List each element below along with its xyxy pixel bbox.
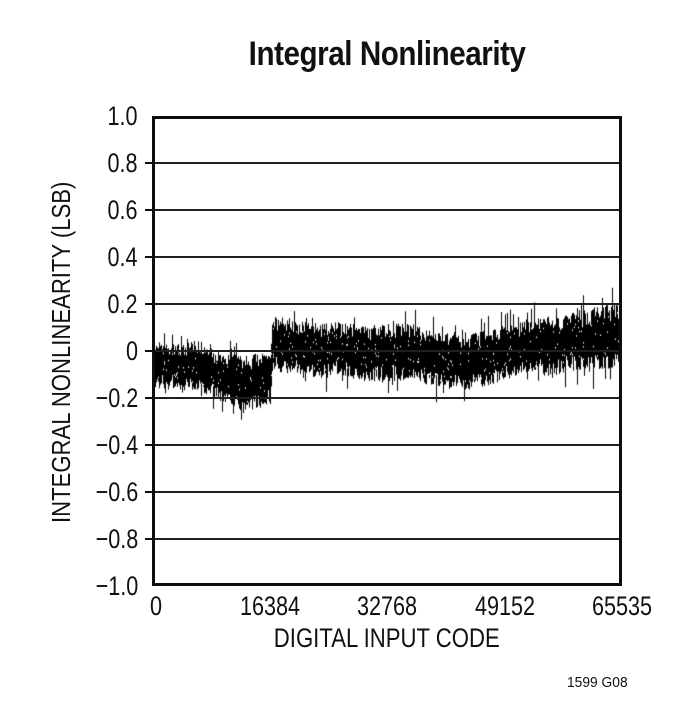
chart-title: Integral Nonlinearity: [152, 34, 622, 74]
y-tick-label-text: 0.6: [107, 195, 138, 225]
y-tick-mark: [145, 256, 152, 258]
x-axis-title-text: DIGITAL INPUT CODE: [274, 623, 500, 653]
gridline-y-−0.4: [155, 444, 619, 446]
gridline-y-−0.6: [155, 491, 619, 493]
gridline-y-−0.8: [155, 538, 619, 540]
x-tick-label-16384: 16384: [232, 591, 307, 621]
y-tick-label-text: −1.0: [95, 571, 138, 601]
figure-number-text: 1599 G08: [567, 674, 628, 691]
y-tick-label-−1.0: −1.0: [34, 571, 138, 601]
gridline-y-0.2: [155, 303, 619, 305]
x-tick-label-0: 0: [150, 591, 165, 621]
y-tick-label-−0.6: −0.6: [34, 477, 138, 507]
y-tick-mark: [145, 303, 152, 305]
y-tick-label-text: −0.4: [95, 430, 138, 460]
x-tick-label-65535: 65535: [584, 591, 659, 621]
gridline-y-0.4: [155, 256, 619, 258]
y-tick-label-0.4: 0.4: [34, 242, 138, 272]
plot-area: [152, 116, 622, 586]
y-tick-label-0.6: 0.6: [34, 195, 138, 225]
x-tick-label-text: 65535: [591, 591, 653, 621]
y-tick-label-−0.8: −0.8: [34, 524, 138, 554]
gridline-y-0.8: [155, 162, 619, 164]
y-tick-mark: [145, 162, 152, 164]
x-axis-title: DIGITAL INPUT CODE: [152, 623, 622, 653]
y-tick-label-text: −0.8: [95, 524, 138, 554]
gridline-y-0: [155, 350, 619, 352]
gridline-y-−0.2: [155, 397, 619, 399]
y-tick-label-text: 0.8: [107, 148, 138, 178]
y-tick-mark: [145, 538, 152, 540]
y-tick-mark: [145, 397, 152, 399]
y-tick-label-text: 0.4: [107, 242, 138, 272]
y-tick-mark: [145, 444, 152, 446]
y-tick-label-text: −0.2: [95, 383, 138, 413]
y-tick-label-text: −0.6: [95, 477, 138, 507]
y-tick-label-−0.4: −0.4: [34, 430, 138, 460]
y-tick-label-text: 1.0: [107, 101, 138, 131]
x-tick-label-text: 49152: [474, 591, 535, 621]
y-tick-mark: [145, 491, 152, 493]
y-tick-label-−0.2: −0.2: [34, 383, 138, 413]
y-tick-label-0: 0: [34, 336, 138, 366]
y-tick-label-text: 0.2: [107, 289, 138, 319]
chart-title-text: Integral Nonlinearity: [248, 35, 526, 73]
y-tick-mark: [145, 209, 152, 211]
x-tick-label-32768: 32768: [349, 591, 424, 621]
y-tick-label-1.0: 1.0: [34, 101, 138, 131]
figure-number: 1599 G08: [567, 674, 633, 692]
x-tick-label-text: 32768: [356, 591, 418, 621]
x-tick-label-text: 0: [150, 591, 163, 621]
gridline-y-0.6: [155, 209, 619, 211]
y-tick-label-0.8: 0.8: [34, 148, 138, 178]
y-tick-label-0.2: 0.2: [34, 289, 138, 319]
x-tick-label-49152: 49152: [467, 591, 542, 621]
x-tick-label-text: 16384: [239, 591, 300, 621]
y-tick-label-text: 0: [125, 336, 138, 366]
y-tick-mark: [145, 350, 152, 352]
